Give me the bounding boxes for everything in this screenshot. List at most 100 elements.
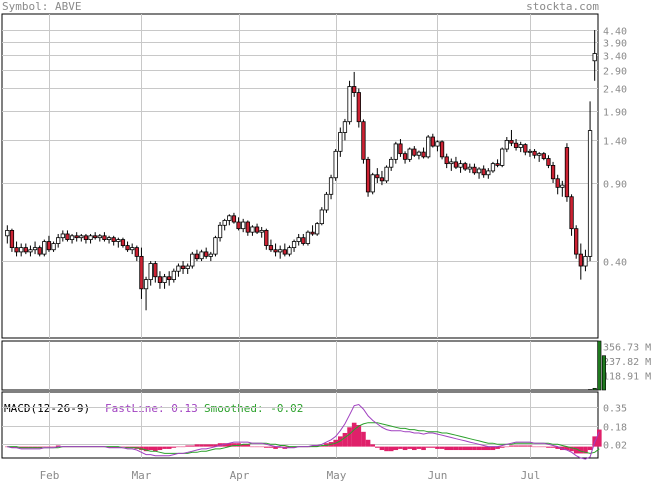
candle-body: [439, 141, 445, 158]
macd-hist-bar: [347, 427, 352, 447]
volume-bar: [597, 340, 602, 391]
candle-body: [490, 163, 496, 172]
candle-body: [463, 163, 468, 170]
macd-hist-bar: [365, 439, 371, 447]
symbol-label: Symbol: ABVE: [2, 0, 82, 13]
price-tick-label: 1.90: [603, 108, 627, 119]
candle-body: [56, 237, 61, 244]
candle-body: [578, 253, 583, 267]
candle-body: [486, 170, 491, 176]
macd-smoothed-line: [7, 422, 600, 454]
macd-hist-bar: [157, 446, 163, 451]
candle-body: [268, 245, 274, 251]
macd-hist-bar: [495, 446, 500, 449]
macd-hist-bar: [194, 444, 200, 447]
candle-body: [444, 156, 449, 165]
macd-hist-bar: [587, 446, 593, 451]
candle-body: [365, 158, 371, 193]
macd-hist-bar: [499, 446, 505, 448]
macd-hist-bar: [148, 446, 153, 451]
macd-hist-bar: [518, 445, 523, 447]
candle-body: [435, 141, 440, 147]
candle-body: [148, 263, 153, 281]
macd-hist-bar: [393, 446, 399, 451]
candle-body: [481, 168, 486, 176]
macd-hist-bar: [430, 446, 436, 448]
macd-hist-bar: [120, 446, 126, 448]
macd-hist-bar: [402, 446, 408, 451]
macd-hist-bar: [125, 446, 130, 448]
macd-hist-bar: [324, 443, 329, 447]
candle-body: [564, 147, 570, 198]
macd-hist-bar: [37, 446, 42, 448]
candle-body: [139, 255, 144, 290]
candle-body: [402, 153, 408, 160]
macd-fast-line: [7, 403, 600, 460]
candle-body: [527, 150, 533, 153]
candle-body: [171, 270, 176, 281]
candle-body: [282, 249, 287, 255]
candle-body: [157, 276, 163, 283]
macd-hist-bar: [222, 443, 227, 447]
candle-body: [509, 140, 514, 144]
candle-body: [60, 233, 65, 239]
candle-body: [134, 247, 139, 257]
candle-body: [324, 193, 329, 211]
candle-body: [125, 245, 130, 251]
candle-body: [199, 251, 204, 260]
macd-hist-bar: [111, 446, 116, 448]
macd-hist-bar: [379, 446, 385, 451]
candle-body: [453, 161, 459, 168]
candle-body: [347, 86, 352, 123]
macd-hist-bar: [564, 446, 570, 451]
candle-body: [37, 247, 42, 255]
macd-hist-bar: [541, 446, 547, 448]
macd-hist-bar: [384, 446, 389, 452]
candle-body: [180, 265, 186, 269]
macd-hist-bar: [185, 445, 190, 447]
macd-hist-bar: [213, 444, 218, 447]
macd-hist-bar: [573, 446, 579, 454]
macd-hist-bar: [481, 446, 486, 451]
candle-body: [254, 226, 260, 233]
candle-body: [426, 136, 431, 158]
macd-hist-bar: [9, 446, 15, 448]
macd-hist-bar: [546, 446, 551, 448]
candle-body: [352, 86, 357, 93]
macd-hist-bar: [351, 422, 357, 447]
macd-hist-bar: [509, 445, 514, 447]
macd-hist-bar: [236, 443, 241, 447]
candle-body: [83, 235, 89, 240]
macd-hist-bar: [388, 446, 394, 452]
candle-body: [393, 143, 398, 160]
macd-hist-bar: [190, 445, 195, 447]
candle-body: [305, 231, 311, 244]
candle-body: [500, 148, 505, 166]
macd-hist-bar: [51, 446, 56, 448]
panel-frame-1: [1, 340, 599, 391]
candle-body: [46, 241, 52, 251]
macd-hist-bar: [458, 446, 463, 451]
macd-hist-bar: [583, 446, 588, 454]
candle-body: [458, 163, 463, 168]
candle-body: [217, 224, 223, 239]
macd-hist-bar: [375, 446, 380, 448]
candle-body: [389, 158, 394, 168]
macd-hist-bar: [250, 446, 255, 448]
macd-hist-bar: [416, 446, 422, 449]
candle-body: [143, 279, 149, 290]
macd-hist-bar: [319, 445, 325, 447]
candle-body: [245, 221, 250, 233]
candle-body: [250, 226, 255, 233]
x-tick-label: Jul: [521, 469, 541, 482]
candle-body: [185, 265, 190, 269]
macd-hist-bar: [597, 429, 602, 447]
candle-body: [370, 174, 375, 193]
candle-body: [315, 223, 320, 235]
candle-body: [546, 158, 551, 166]
candle-body: [222, 220, 227, 226]
macd-hist-bar: [462, 446, 468, 451]
volume-bar: [592, 387, 597, 391]
candle-body: [587, 130, 593, 257]
